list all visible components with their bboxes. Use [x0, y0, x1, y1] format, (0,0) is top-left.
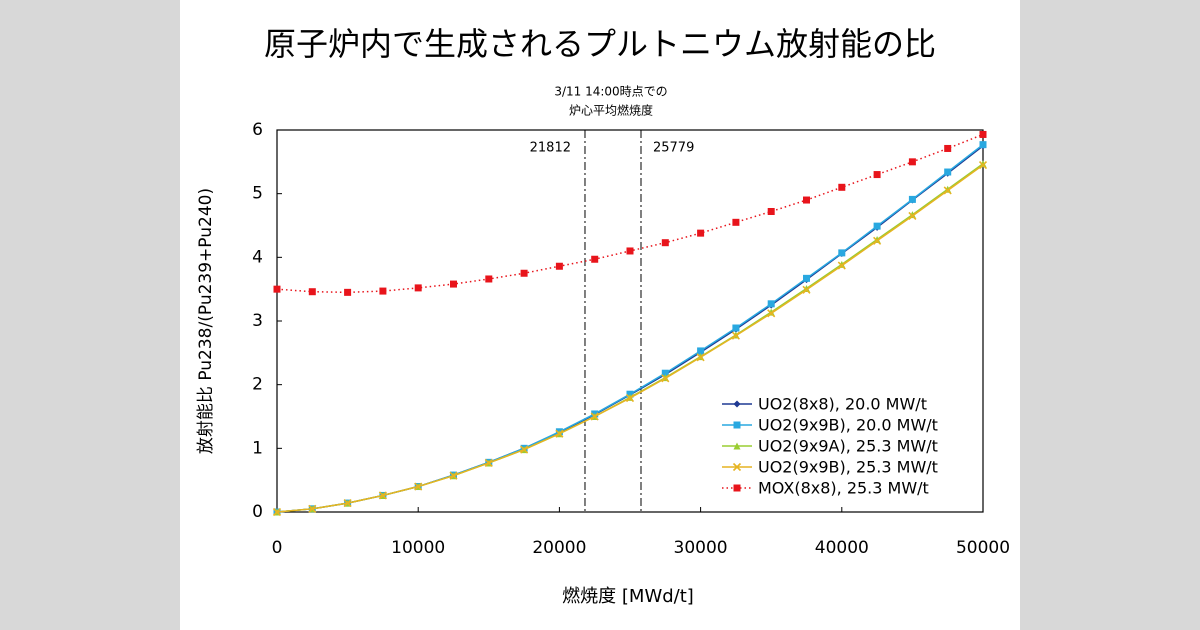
marker [555, 429, 564, 438]
marker [732, 218, 740, 226]
marker [803, 196, 810, 204]
marker [908, 211, 917, 221]
side-panel [0, 0, 180, 630]
marker [378, 491, 387, 500]
marker [732, 324, 740, 332]
marker [661, 369, 669, 377]
marker [344, 288, 352, 296]
marker [272, 507, 282, 517]
marker [731, 331, 740, 340]
marker [625, 393, 635, 403]
marker [273, 285, 281, 293]
legend-label: UO2(9x9A), 25.3 MW/t [758, 437, 938, 456]
marker [944, 168, 952, 176]
y-tick-label: 6 [252, 120, 263, 140]
marker [591, 255, 599, 263]
marker [696, 353, 705, 362]
y-axis-label: 放射能比 Pu238/(Pu239+Pu240) [196, 188, 216, 454]
marker [908, 195, 916, 203]
marker [661, 374, 670, 383]
marker [944, 144, 952, 152]
x-tick-label: 10000 [391, 538, 445, 558]
y-tick-label: 4 [252, 247, 263, 267]
marker [414, 482, 423, 491]
side-panel [1020, 0, 1200, 630]
marker [908, 158, 916, 166]
marker [555, 262, 563, 270]
x-tick-label: 50000 [956, 538, 1010, 558]
marker [450, 280, 457, 288]
marker [697, 229, 705, 237]
marker [520, 445, 529, 454]
marker [873, 222, 881, 230]
marker [979, 130, 987, 138]
marker [308, 288, 316, 296]
marker [838, 183, 846, 191]
marker [414, 284, 422, 292]
marker [379, 287, 387, 295]
legend-marker [733, 400, 741, 408]
marker [767, 300, 775, 308]
x-axis-label: 燃焼度 [MWd/t] [562, 586, 694, 607]
chart-title: 原子炉内で生成されるプルトニウム放射能の比 [264, 25, 936, 63]
marker [484, 458, 493, 468]
plot-frame [276, 129, 984, 513]
marker [802, 285, 811, 294]
legend-label: MOX(8x8), 25.3 MW/t [758, 479, 929, 498]
marker [767, 309, 776, 318]
reference-label: 21812 [530, 141, 571, 156]
legend-marker [733, 442, 741, 450]
y-tick-label: 3 [252, 311, 263, 331]
marker [343, 499, 352, 508]
marker [838, 249, 846, 257]
y-tick-label: 2 [252, 375, 263, 395]
marker [837, 261, 846, 270]
legend-label: UO2(8x8), 20.0 MW/t [758, 395, 927, 414]
marker [943, 186, 952, 195]
marker [485, 275, 493, 283]
y-tick-label: 1 [252, 438, 263, 458]
marker [873, 236, 882, 245]
marker [978, 160, 988, 170]
legend-label: UO2(9x9B), 20.0 MW/t [758, 416, 938, 435]
legend-marker [732, 462, 742, 472]
x-tick-label: 40000 [815, 538, 869, 558]
y-tick-label: 0 [252, 502, 263, 522]
x-tick-label: 20000 [532, 538, 586, 558]
marker [626, 247, 634, 255]
marker [661, 239, 669, 247]
reference-label: 25779 [653, 141, 694, 156]
y-tick-label: 5 [252, 184, 263, 204]
marker [803, 274, 810, 282]
marker [520, 269, 528, 277]
legend-marker [733, 484, 741, 492]
annotation: 3/11 14:00時点での [554, 85, 667, 99]
marker [979, 141, 987, 149]
marker [590, 412, 599, 421]
marker [873, 171, 881, 179]
annotation: 炉心平均燃焼度 [569, 103, 653, 118]
legend-label: UO2(9x9B), 25.3 MW/t [758, 458, 938, 477]
x-tick-label: 0 [272, 538, 283, 558]
marker [449, 471, 458, 480]
x-tick-label: 30000 [674, 538, 728, 558]
card [180, 0, 1020, 630]
marker [308, 504, 317, 513]
marker [767, 207, 775, 215]
marker [697, 347, 705, 355]
legend-marker [733, 421, 741, 429]
